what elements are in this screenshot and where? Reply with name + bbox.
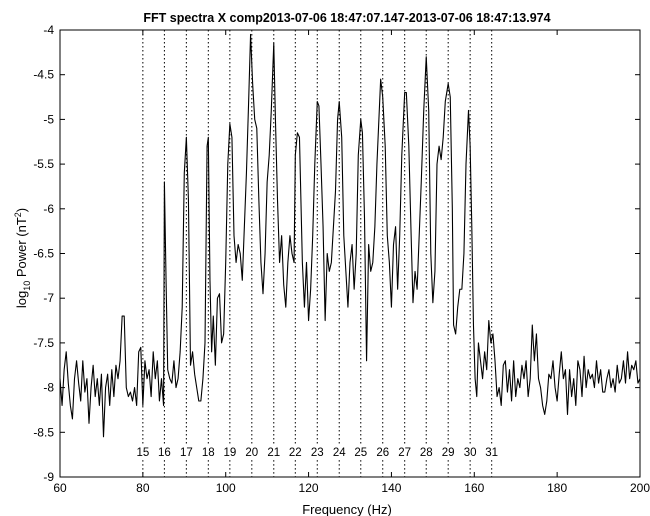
x-tick-label: 100 [216, 481, 236, 495]
harmonic-label: 20 [245, 447, 258, 459]
y-axis-label: log10 Power (nT2) [13, 208, 32, 308]
y-tick-label: -8 [43, 381, 54, 395]
y-tick-label: -7.5 [33, 336, 54, 350]
x-tick-label: 120 [299, 481, 319, 495]
x-axis-label: Frequency (Hz) [302, 502, 392, 516]
harmonic-label: 30 [464, 447, 477, 459]
plot-area: 15 16 17 18 19 20 21 22 23 24 25 26 27 28 29 30 31 60 80 1… [33, 23, 650, 495]
y-label-prefix: log [14, 291, 29, 308]
harmonic-label: 28 [420, 447, 433, 459]
harmonic-lines [142, 30, 493, 477]
y-tick-label: -8.5 [33, 425, 54, 439]
x-axis-ticks: 60 80 100 120 140 160 180 200 [53, 30, 650, 495]
x-tick-label: 200 [630, 481, 650, 495]
harmonic-label: 31 [485, 447, 498, 459]
harmonic-label: 24 [333, 447, 346, 459]
x-tick-label: 180 [547, 481, 567, 495]
y-tick-label: -6 [43, 202, 54, 216]
spectrum-line [59, 33, 641, 438]
harmonic-label: 25 [354, 447, 367, 459]
x-tick-label: 140 [381, 481, 401, 495]
y-label-suffix: ) [14, 208, 29, 212]
y-tick-label: -5 [43, 112, 54, 126]
harmonic-label: 22 [289, 447, 302, 459]
y-label-subscript: 10 [22, 281, 32, 291]
harmonic-label: 16 [158, 447, 171, 459]
harmonic-label: 15 [136, 447, 149, 459]
harmonic-label: 23 [311, 447, 324, 459]
y-tick-label: -6.5 [33, 247, 54, 261]
x-tick-label: 160 [464, 481, 484, 495]
x-tick-label: 60 [53, 481, 67, 495]
x-tick-label: 80 [136, 481, 150, 495]
y-tick-label: -7 [43, 291, 54, 305]
y-axis-ticks: -9 -8.5 -8 -7.5 -7 -6.5 -6 -5.5 -5 -4.5 -4 [33, 23, 640, 484]
harmonic-label: 27 [398, 447, 411, 459]
chart-title: FFT spectra X comp2013-07-06 18:47:07.14… [143, 11, 550, 25]
y-tick-label: -4.5 [33, 68, 54, 82]
harmonic-label: 19 [223, 447, 236, 459]
harmonic-label: 18 [202, 447, 215, 459]
y-label-middle: Power (nT [14, 217, 29, 281]
y-tick-label: -9 [43, 470, 54, 484]
harmonic-label: 29 [442, 447, 455, 459]
plot-frame [59, 29, 641, 478]
y-label-superscript: 2 [13, 212, 23, 217]
harmonic-labels: 15 16 17 18 19 20 21 22 23 24 25 26 27 28 29 30 31 [136, 447, 498, 459]
y-tick-label: -4 [43, 23, 54, 37]
harmonic-label: 21 [267, 447, 280, 459]
harmonic-label: 17 [180, 447, 193, 459]
y-tick-label: -5.5 [33, 157, 54, 171]
harmonic-label: 26 [376, 447, 389, 459]
